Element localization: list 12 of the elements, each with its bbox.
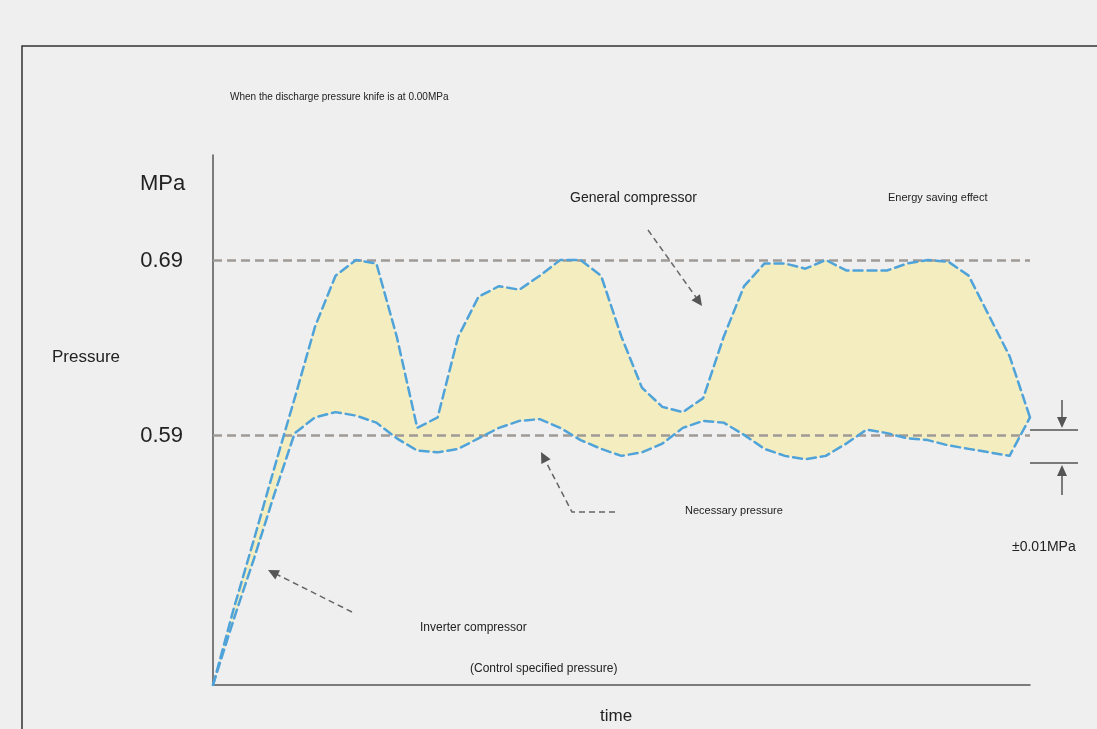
annotation: General compressor — [570, 189, 698, 205]
annotation: Necessary pressure — [685, 504, 783, 516]
annotation: Inverter compressor — [420, 620, 527, 634]
y-tick-label: 0.69 — [140, 247, 183, 273]
annotation: Energy saving effect — [888, 191, 988, 203]
x-axis-title: time — [600, 706, 633, 725]
chart-title: When the discharge pressure knife is at 0.00MPa — [230, 90, 449, 102]
text: MPa — [140, 169, 186, 195]
annotation: ±0.01MPa — [1012, 538, 1076, 554]
annotation: (Control specified pressure) — [470, 661, 618, 675]
y-axis-title: Pressure — [52, 347, 121, 366]
y-tick-label: 0.59 — [140, 422, 183, 448]
